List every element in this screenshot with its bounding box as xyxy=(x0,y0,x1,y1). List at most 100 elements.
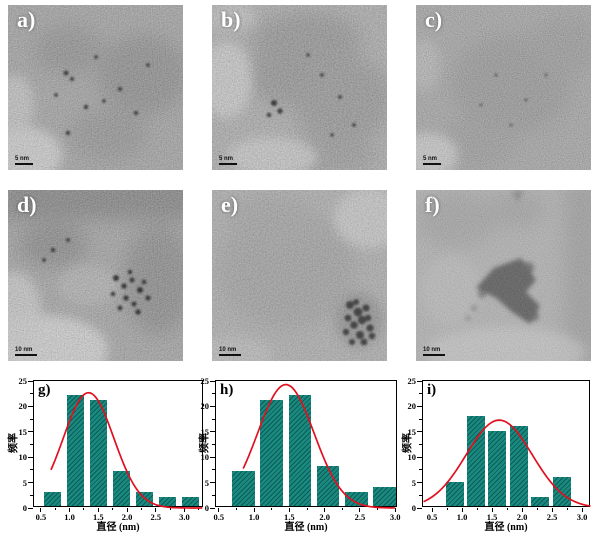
y-minor-tick xyxy=(419,494,422,496)
y-major-tick xyxy=(28,405,33,407)
histogram-bar xyxy=(260,400,283,506)
histogram-bar xyxy=(445,481,464,506)
tem-label-f: f) xyxy=(425,192,440,217)
x-major-tick xyxy=(394,508,396,512)
scale-bar-text: 10 nm xyxy=(219,346,237,353)
x-tick-label: 2.0 xyxy=(319,512,330,522)
y-major-tick xyxy=(417,380,422,382)
y-minor-tick xyxy=(419,418,422,420)
y-major-tick xyxy=(417,482,422,484)
y-tick-label: 20 xyxy=(407,401,417,412)
y-major-tick xyxy=(417,456,422,458)
x-minor-tick xyxy=(506,508,508,511)
y-major-tick xyxy=(417,507,422,509)
x-tick-label: 2.5 xyxy=(546,512,558,522)
x-major-tick xyxy=(491,508,493,512)
y-tick-label: 0 xyxy=(204,503,209,513)
y-minor-tick xyxy=(30,418,33,420)
y-major-tick xyxy=(417,405,422,407)
tem-image-e: e) 10 nm xyxy=(212,190,387,361)
scale-bar-line xyxy=(423,162,441,165)
tem-label-a: a) xyxy=(17,7,36,32)
x-tick-label: 1.5 xyxy=(486,512,498,522)
histogram-bar xyxy=(373,486,396,506)
scale-bar-line xyxy=(15,162,33,165)
histogram-bar xyxy=(467,415,486,506)
x-tick-label: 1.5 xyxy=(93,512,104,522)
x-tick-label: 2.0 xyxy=(516,512,528,522)
tem-micrograph xyxy=(212,5,387,170)
x-minor-tick xyxy=(566,508,568,511)
x-minor-tick xyxy=(235,508,237,511)
x-major-tick xyxy=(155,508,157,512)
y-minor-tick xyxy=(212,494,215,496)
scale-bar-text: 5 nm xyxy=(219,155,234,162)
y-minor-tick xyxy=(30,393,33,395)
histogram-bar xyxy=(488,430,507,506)
x-major-tick xyxy=(218,508,220,512)
x-major-tick xyxy=(126,508,128,512)
y-tick-label: 20 xyxy=(18,401,28,412)
histogram-bar xyxy=(112,471,130,506)
x-major-tick xyxy=(551,508,553,512)
x-tick-label: 3.0 xyxy=(389,512,401,522)
x-minor-tick xyxy=(140,508,142,511)
y-major-tick xyxy=(28,431,33,433)
x-major-tick xyxy=(461,508,463,512)
scale-bar-b: 5 nm xyxy=(219,155,237,165)
x-minor-tick xyxy=(306,508,308,511)
y-major-tick xyxy=(210,456,215,458)
histogram-i-plot-area: 0.5 1.0 1.5 2.0 2.5 3.0 0 5 10 15 20 25 xyxy=(408,376,591,522)
histogram-h-plot-area: 0.5 1.0 1.5 2.0 2.5 3.0 0 5 10 15 20 25 xyxy=(201,376,401,522)
x-major-tick xyxy=(431,508,433,512)
x-tick-label: 3.0 xyxy=(576,512,588,522)
scale-bar-line xyxy=(15,353,37,356)
y-minor-tick xyxy=(419,469,422,471)
histogram-h-x-axis-label: 直径 (nm) xyxy=(284,522,328,533)
x-tick-label: 0.5 xyxy=(35,512,47,522)
y-tick-label: 20 xyxy=(200,401,210,412)
x-tick-label: 1.0 xyxy=(64,512,75,522)
scale-bar-a: 5 nm xyxy=(15,156,33,165)
tem-image-f: f) 10 nm xyxy=(416,190,591,361)
y-tick-label: 25 xyxy=(407,376,417,386)
tem-label-b: b) xyxy=(221,7,241,32)
y-major-tick xyxy=(28,380,33,382)
tem-label-c: c) xyxy=(425,7,443,32)
x-tick-label: 0.5 xyxy=(213,512,225,522)
x-major-tick xyxy=(40,508,42,512)
x-minor-tick xyxy=(271,508,273,511)
histogram-g-panel-label: g) xyxy=(38,382,51,398)
x-tick-label: 2.0 xyxy=(121,512,133,522)
y-major-tick xyxy=(28,507,33,509)
scale-bar-line xyxy=(219,353,241,356)
y-tick-label: 0 xyxy=(22,503,27,513)
x-minor-tick xyxy=(536,508,538,511)
histogram-i-x-axis-label: 直径 (nm) xyxy=(484,522,528,533)
y-major-tick xyxy=(28,456,33,458)
y-major-tick xyxy=(417,431,422,433)
scale-bar-line xyxy=(423,353,445,356)
y-tick-label: 5 xyxy=(204,477,209,488)
scale-bar-text: 10 nm xyxy=(423,346,441,353)
histogram-bar xyxy=(66,395,84,506)
scale-bar-text: 5 nm xyxy=(423,155,438,162)
tem-image-a: a) 5 nm xyxy=(8,5,183,170)
scale-bar-line xyxy=(219,162,237,165)
histogram-g-x-axis-label: 直径 (nm) xyxy=(96,522,140,533)
scale-bar-text: 10 nm xyxy=(15,346,33,353)
histogram-bar xyxy=(89,400,107,506)
y-minor-tick xyxy=(30,469,33,471)
histogram-bar xyxy=(510,425,528,506)
histogram-bar xyxy=(531,496,549,506)
tem-micrograph xyxy=(212,190,387,361)
y-tick-label: 15 xyxy=(200,426,210,437)
y-tick-label: 5 xyxy=(22,477,27,488)
x-tick-label: 2.5 xyxy=(354,512,366,522)
y-tick-label: 15 xyxy=(18,426,28,437)
x-tick-label: 0.5 xyxy=(426,512,438,522)
x-minor-tick xyxy=(377,508,379,511)
tem-micrograph xyxy=(8,190,183,361)
y-tick-label: 10 xyxy=(18,452,28,463)
